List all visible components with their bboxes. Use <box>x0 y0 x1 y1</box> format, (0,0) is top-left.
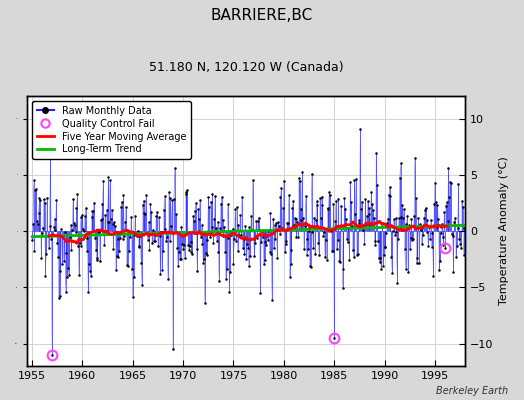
Text: BARRIERE,BC: BARRIERE,BC <box>211 8 313 23</box>
Y-axis label: Temperature Anomaly (°C): Temperature Anomaly (°C) <box>499 157 509 306</box>
Legend: Raw Monthly Data, Quality Control Fail, Five Year Moving Average, Long-Term Tren: Raw Monthly Data, Quality Control Fail, … <box>32 101 191 159</box>
Text: Berkeley Earth: Berkeley Earth <box>436 386 508 396</box>
Title: 51.180 N, 120.120 W (Canada): 51.180 N, 120.120 W (Canada) <box>149 61 343 74</box>
